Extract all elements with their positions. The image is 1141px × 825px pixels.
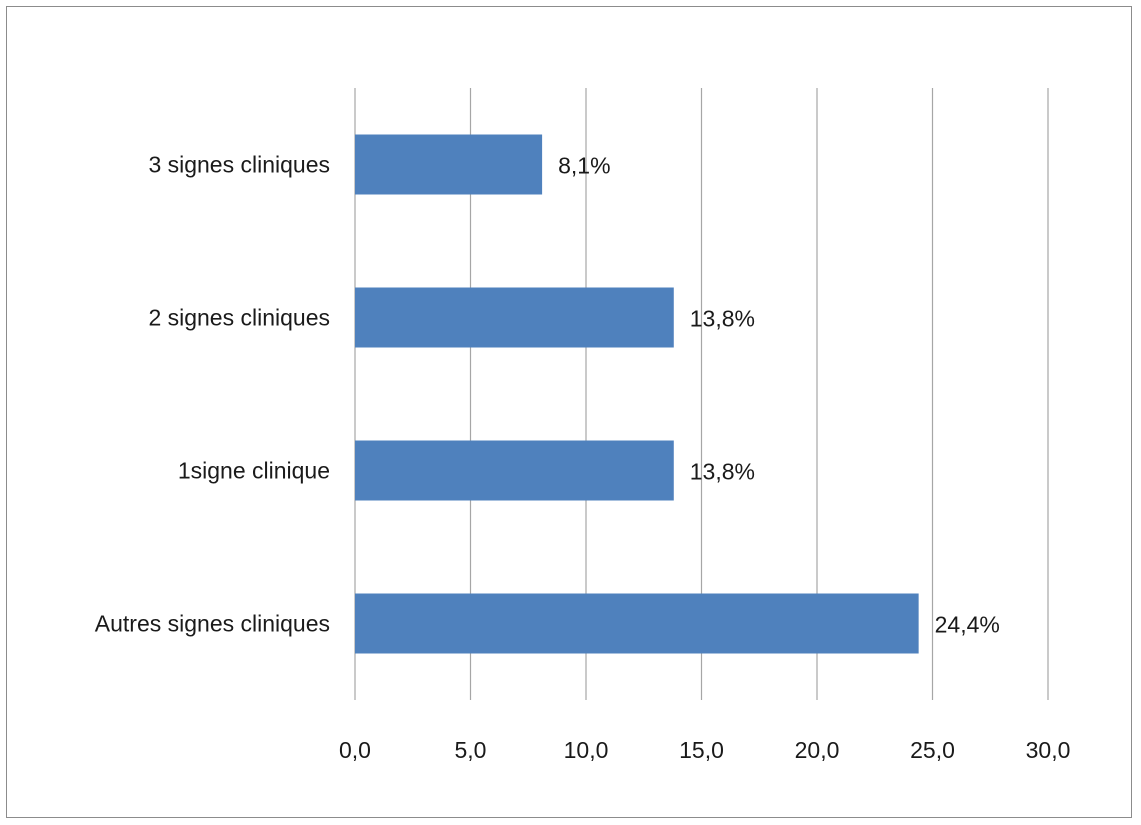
data-label: 24,4% [935, 612, 1000, 638]
x-tick-label: 5,0 [455, 737, 487, 763]
data-label: 8,1% [558, 153, 610, 179]
bars [355, 134, 919, 654]
data-labels: 8,1% 13,8% 13,8% 24,4% [558, 153, 1000, 638]
bar [355, 593, 919, 654]
chart-frame [6, 6, 1132, 818]
x-tick-labels: 0,0 5,0 10,0 15,0 20,0 25,0 30,0 [339, 737, 1070, 763]
category-label: 1signe clinique [178, 458, 330, 484]
x-tick-label: 10,0 [564, 737, 609, 763]
x-tick-label: 25,0 [910, 737, 955, 763]
data-label: 13,8% [690, 459, 755, 485]
x-tick-label: 15,0 [679, 737, 724, 763]
category-label: 3 signes cliniques [148, 152, 330, 178]
x-tick-label: 20,0 [795, 737, 840, 763]
category-labels: 3 signes cliniques 2 signes cliniques 1sig… [95, 152, 330, 637]
data-label: 13,8% [690, 306, 755, 332]
x-tick-label: 0,0 [339, 737, 371, 763]
category-label: Autres signes cliniques [95, 611, 330, 637]
bar [355, 440, 674, 501]
bar [355, 287, 674, 348]
category-label: 2 signes cliniques [148, 305, 330, 331]
x-tick-label: 30,0 [1026, 737, 1071, 763]
bar [355, 134, 543, 195]
